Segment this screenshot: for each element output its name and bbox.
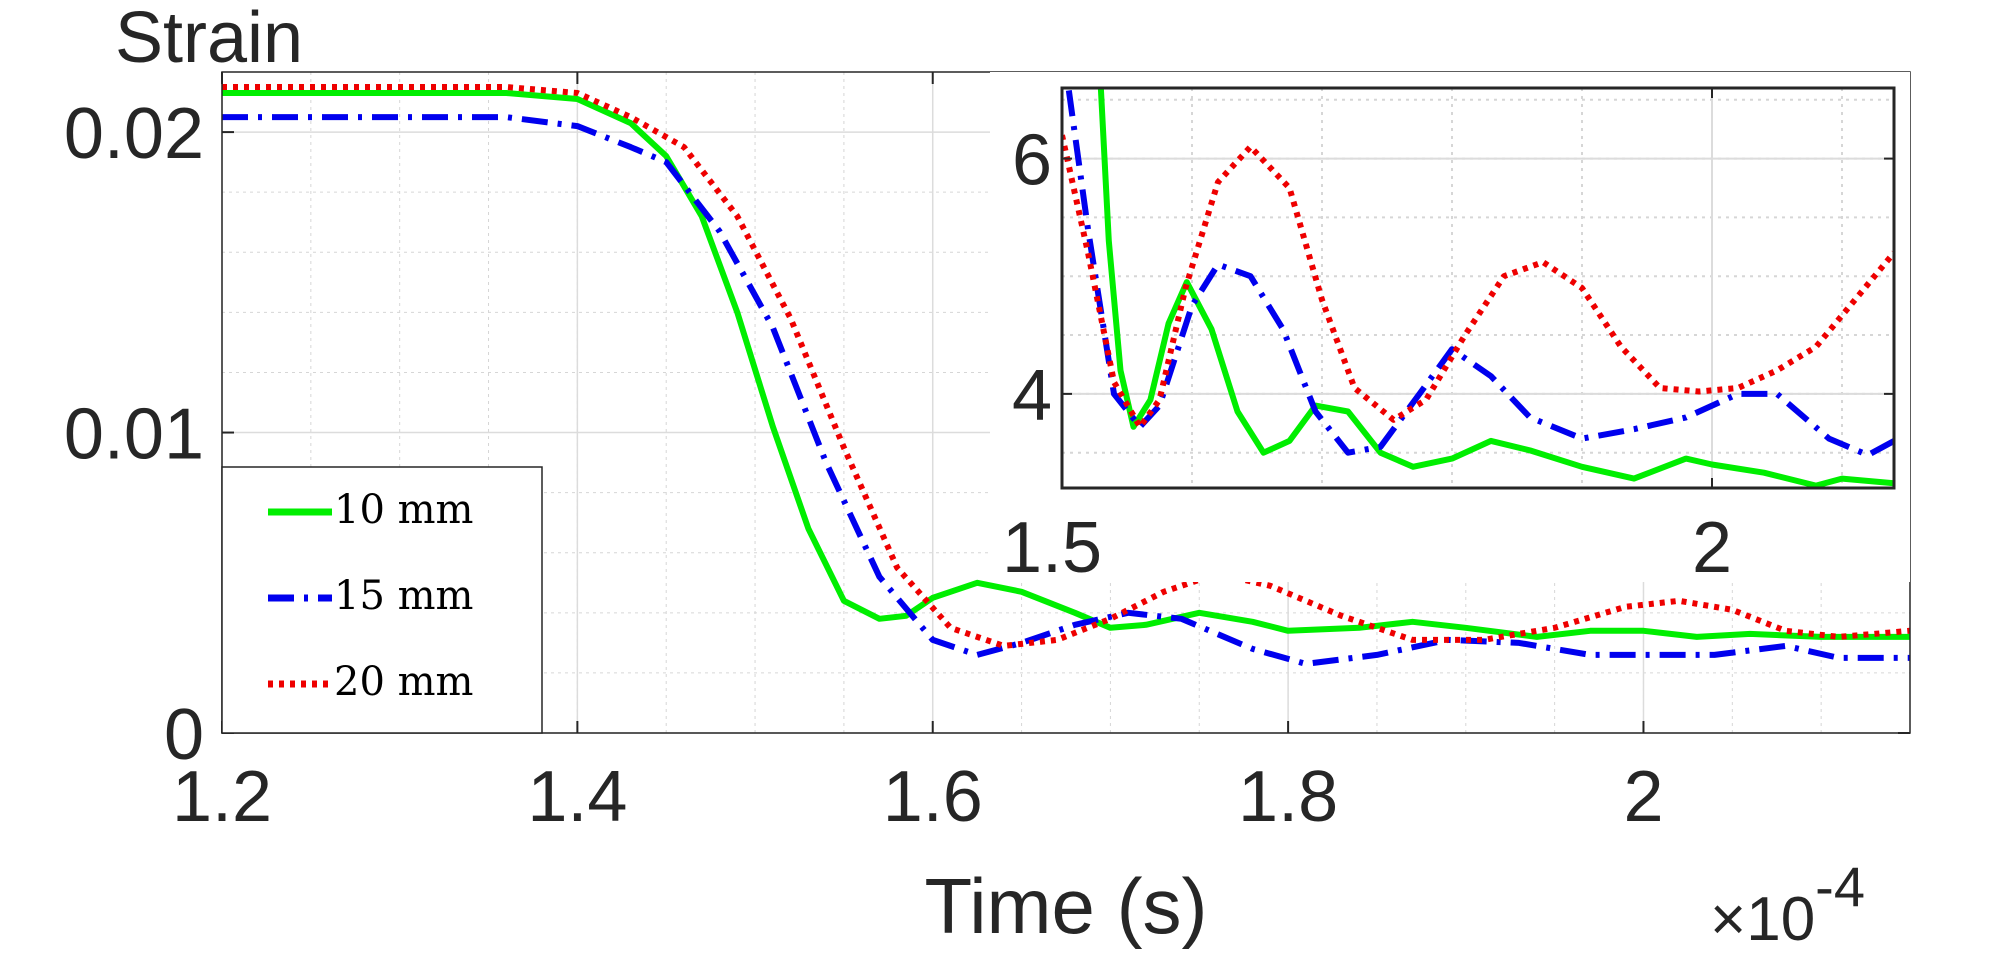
legend: 10 mm 15 mm 20 mm: [221, 466, 543, 734]
inset-series-line-15mm: [1065, 88, 1894, 459]
x-tick-label: 2: [1623, 757, 1663, 837]
main-series-lines: [222, 84, 1910, 667]
inset-ticks: [1061, 88, 1894, 488]
legend-label-15mm: 15 mm: [334, 573, 473, 619]
y-tick-label: 0: [164, 695, 204, 775]
y-tick-label: 0.01: [64, 394, 204, 474]
x-axis-multiplier-exponent: -4: [1815, 855, 1865, 918]
inset-axes-box: [1060, 86, 1896, 490]
main-series-line-20mm: [222, 84, 1910, 649]
x-axis-label: Time (s): [924, 862, 1207, 950]
x-axis-multiplier: ×10-4: [1710, 855, 1865, 953]
inset-series-line-10mm: [1097, 88, 1894, 488]
legend-label-20mm: 20 mm: [334, 659, 473, 705]
y-tick-label: 0.02: [64, 94, 204, 174]
x-tick-label: 1.4: [527, 757, 627, 837]
main-tick-labels: 1.2 1.4 1.6 1.8 2 0 0.01 0.02: [64, 94, 1664, 837]
inset-grid: [1061, 88, 1894, 488]
x-tick-label: 1.6: [883, 757, 983, 837]
legend-label-10mm: 10 mm: [334, 487, 473, 533]
x-tick-label: 1.2: [172, 757, 272, 837]
x-tick-label: 2: [1692, 508, 1732, 588]
inset-series-lines: [1062, 88, 1894, 488]
y-tick-label: 4: [1012, 356, 1052, 436]
y-tick-label: 6: [1012, 121, 1052, 201]
y-axis-label: Strain: [115, 0, 303, 78]
x-tick-label: 1.8: [1238, 757, 1338, 837]
inset-tick-labels: 1.5 2 4 6: [1002, 121, 1732, 588]
main-series-line-15mm: [222, 114, 1910, 667]
inset-background: [990, 72, 1910, 582]
x-tick-label: 1.5: [1002, 508, 1102, 588]
